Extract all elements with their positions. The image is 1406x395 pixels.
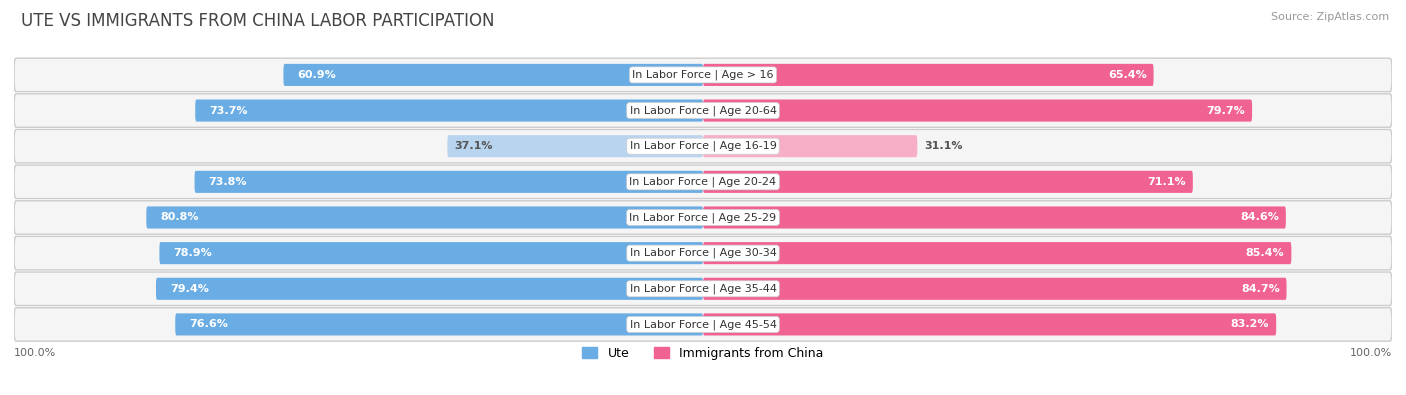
FancyBboxPatch shape (159, 242, 703, 264)
Text: 83.2%: 83.2% (1230, 320, 1270, 329)
FancyBboxPatch shape (14, 94, 1392, 127)
Text: In Labor Force | Age 25-29: In Labor Force | Age 25-29 (630, 212, 776, 223)
Text: 80.8%: 80.8% (160, 213, 198, 222)
Text: 71.1%: 71.1% (1147, 177, 1185, 187)
FancyBboxPatch shape (156, 278, 703, 300)
FancyBboxPatch shape (703, 278, 1286, 300)
Text: In Labor Force | Age 16-19: In Labor Force | Age 16-19 (630, 141, 776, 151)
Text: 79.7%: 79.7% (1206, 105, 1246, 116)
FancyBboxPatch shape (703, 207, 1286, 229)
FancyBboxPatch shape (14, 308, 1392, 341)
FancyBboxPatch shape (703, 242, 1291, 264)
Text: 60.9%: 60.9% (297, 70, 336, 80)
Text: In Labor Force | Age 45-54: In Labor Force | Age 45-54 (630, 319, 776, 330)
FancyBboxPatch shape (14, 236, 1392, 270)
FancyBboxPatch shape (284, 64, 703, 86)
FancyBboxPatch shape (14, 130, 1392, 163)
FancyBboxPatch shape (703, 100, 1253, 122)
Text: In Labor Force | Age 35-44: In Labor Force | Age 35-44 (630, 284, 776, 294)
Text: 31.1%: 31.1% (924, 141, 963, 151)
Text: 37.1%: 37.1% (454, 141, 492, 151)
Text: In Labor Force | Age 20-24: In Labor Force | Age 20-24 (630, 177, 776, 187)
Text: 84.7%: 84.7% (1241, 284, 1279, 294)
FancyBboxPatch shape (14, 201, 1392, 234)
Text: Source: ZipAtlas.com: Source: ZipAtlas.com (1271, 12, 1389, 22)
FancyBboxPatch shape (447, 135, 703, 157)
Text: 76.6%: 76.6% (188, 320, 228, 329)
Text: 85.4%: 85.4% (1246, 248, 1285, 258)
FancyBboxPatch shape (194, 171, 703, 193)
FancyBboxPatch shape (176, 313, 703, 335)
FancyBboxPatch shape (195, 100, 703, 122)
FancyBboxPatch shape (703, 64, 1153, 86)
Text: 73.8%: 73.8% (208, 177, 247, 187)
Text: UTE VS IMMIGRANTS FROM CHINA LABOR PARTICIPATION: UTE VS IMMIGRANTS FROM CHINA LABOR PARTI… (21, 12, 495, 30)
Text: 65.4%: 65.4% (1108, 70, 1147, 80)
Text: 79.4%: 79.4% (170, 284, 208, 294)
Text: 78.9%: 78.9% (173, 248, 212, 258)
Text: 73.7%: 73.7% (209, 105, 247, 116)
Text: 84.6%: 84.6% (1240, 213, 1279, 222)
FancyBboxPatch shape (14, 272, 1392, 306)
Text: In Labor Force | Age 20-64: In Labor Force | Age 20-64 (630, 105, 776, 116)
FancyBboxPatch shape (146, 207, 703, 229)
FancyBboxPatch shape (703, 313, 1277, 335)
Text: 100.0%: 100.0% (1350, 348, 1392, 357)
FancyBboxPatch shape (14, 58, 1392, 92)
Text: In Labor Force | Age > 16: In Labor Force | Age > 16 (633, 70, 773, 80)
FancyBboxPatch shape (703, 135, 917, 157)
Text: In Labor Force | Age 30-34: In Labor Force | Age 30-34 (630, 248, 776, 258)
FancyBboxPatch shape (14, 165, 1392, 199)
Text: 100.0%: 100.0% (14, 348, 56, 357)
Legend: Ute, Immigrants from China: Ute, Immigrants from China (578, 342, 828, 365)
FancyBboxPatch shape (703, 171, 1192, 193)
